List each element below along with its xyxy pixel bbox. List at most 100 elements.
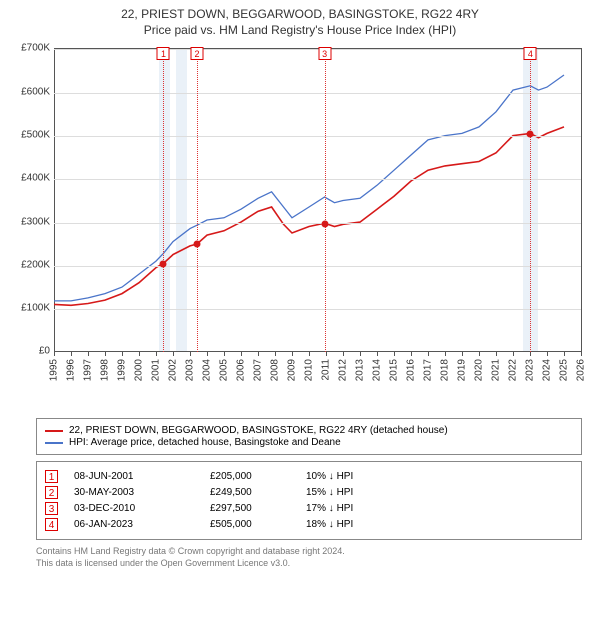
x-tick-label: 2021 xyxy=(491,359,502,381)
x-tick-label: 2026 xyxy=(576,359,587,381)
x-tick-label: 2003 xyxy=(185,359,196,381)
x-tick-label: 2022 xyxy=(508,359,519,381)
x-tick xyxy=(241,352,242,356)
sale-marker-box: 4 xyxy=(45,518,58,531)
x-tick-label: 2023 xyxy=(525,359,536,381)
gridline-h xyxy=(54,223,581,224)
x-tick xyxy=(275,352,276,356)
x-tick xyxy=(343,352,344,356)
sale-date: 03-DEC-2010 xyxy=(74,503,194,514)
sale-marker-chart: 3 xyxy=(318,47,331,60)
legend-row-series1: 22, PRIEST DOWN, BEGGARWOOD, BASINGSTOKE… xyxy=(45,425,573,436)
x-tick-label: 2015 xyxy=(389,359,400,381)
x-tick xyxy=(207,352,208,356)
x-tick xyxy=(496,352,497,356)
legend-label-series1: 22, PRIEST DOWN, BEGGARWOOD, BASINGSTOKE… xyxy=(69,425,448,436)
footer: Contains HM Land Registry data © Crown c… xyxy=(36,546,582,569)
legend-label-series2: HPI: Average price, detached house, Basi… xyxy=(69,437,341,448)
gridline-h xyxy=(54,266,581,267)
x-tick xyxy=(173,352,174,356)
x-tick-label: 2006 xyxy=(236,359,247,381)
x-tick xyxy=(258,352,259,356)
legend-box: 22, PRIEST DOWN, BEGGARWOOD, BASINGSTOKE… xyxy=(36,418,582,455)
sale-dot xyxy=(160,260,167,267)
sale-vline xyxy=(197,49,198,352)
series-price_paid xyxy=(54,127,564,305)
y-tick-label: £100K xyxy=(8,303,50,314)
x-tick-label: 2014 xyxy=(372,359,383,381)
legend-row-series2: HPI: Average price, detached house, Basi… xyxy=(45,437,573,448)
x-tick xyxy=(564,352,565,356)
sales-row: 230-MAY-2003£249,50015% ↓ HPI xyxy=(45,486,573,499)
gridline-h xyxy=(54,93,581,94)
x-tick-label: 1999 xyxy=(117,359,128,381)
x-tick xyxy=(377,352,378,356)
x-tick xyxy=(326,352,327,356)
x-tick xyxy=(54,352,55,356)
x-tick xyxy=(156,352,157,356)
sale-marker-box: 3 xyxy=(45,502,58,515)
line-series-svg xyxy=(54,49,581,352)
sale-marker-chart: 1 xyxy=(157,47,170,60)
x-tick xyxy=(224,352,225,356)
y-tick-label: £600K xyxy=(8,86,50,97)
x-tick xyxy=(513,352,514,356)
y-tick-label: £0 xyxy=(8,346,50,357)
sale-date: 08-JUN-2001 xyxy=(74,471,194,482)
y-tick-label: £500K xyxy=(8,129,50,140)
x-tick-label: 2002 xyxy=(168,359,179,381)
title-line-2: Price paid vs. HM Land Registry's House … xyxy=(8,22,592,38)
footer-line-2: This data is licensed under the Open Gov… xyxy=(36,558,582,570)
sales-row: 303-DEC-2010£297,50017% ↓ HPI xyxy=(45,502,573,515)
x-tick-label: 2018 xyxy=(440,359,451,381)
x-tick-label: 2024 xyxy=(542,359,553,381)
y-tick-label: £400K xyxy=(8,173,50,184)
x-tick xyxy=(445,352,446,356)
x-tick xyxy=(122,352,123,356)
x-tick-label: 2020 xyxy=(474,359,485,381)
x-tick xyxy=(71,352,72,356)
legend-swatch-series2 xyxy=(45,442,63,444)
title-line-1: 22, PRIEST DOWN, BEGGARWOOD, BASINGSTOKE… xyxy=(8,6,592,22)
sale-diff: 18% ↓ HPI xyxy=(306,519,406,530)
sale-price: £249,500 xyxy=(210,487,290,498)
x-tick xyxy=(411,352,412,356)
x-tick xyxy=(479,352,480,356)
x-tick-label: 2011 xyxy=(321,359,332,381)
legend-swatch-series1 xyxy=(45,430,63,432)
x-tick xyxy=(309,352,310,356)
sale-date: 30-MAY-2003 xyxy=(74,487,194,498)
gridline-h xyxy=(54,309,581,310)
x-tick-label: 1995 xyxy=(49,359,60,381)
sales-table: 108-JUN-2001£205,00010% ↓ HPI230-MAY-200… xyxy=(36,461,582,540)
y-tick-label: £700K xyxy=(8,43,50,54)
x-tick-label: 2013 xyxy=(355,359,366,381)
series-hpi xyxy=(54,75,564,301)
x-tick-label: 2016 xyxy=(406,359,417,381)
sale-marker-box: 2 xyxy=(45,486,58,499)
sale-vline xyxy=(530,49,531,352)
x-tick-label: 2001 xyxy=(151,359,162,381)
y-tick-label: £200K xyxy=(8,259,50,270)
sale-vline xyxy=(163,49,164,352)
y-tick-label: £300K xyxy=(8,216,50,227)
x-tick-label: 2017 xyxy=(423,359,434,381)
sale-price: £297,500 xyxy=(210,503,290,514)
x-tick-label: 1998 xyxy=(100,359,111,381)
x-tick xyxy=(581,352,582,356)
sale-dot xyxy=(193,241,200,248)
x-tick xyxy=(105,352,106,356)
x-tick-label: 2005 xyxy=(219,359,230,381)
x-tick-label: 2004 xyxy=(202,359,213,381)
x-tick xyxy=(139,352,140,356)
sale-price: £505,000 xyxy=(210,519,290,530)
sale-date: 06-JAN-2023 xyxy=(74,519,194,530)
footer-line-1: Contains HM Land Registry data © Crown c… xyxy=(36,546,582,558)
x-tick-label: 2025 xyxy=(559,359,570,381)
x-tick-label: 2008 xyxy=(270,359,281,381)
x-tick xyxy=(462,352,463,356)
sale-marker-chart: 2 xyxy=(190,47,203,60)
x-tick-label: 1997 xyxy=(83,359,94,381)
sale-dot xyxy=(527,130,534,137)
sale-marker-box: 1 xyxy=(45,470,58,483)
